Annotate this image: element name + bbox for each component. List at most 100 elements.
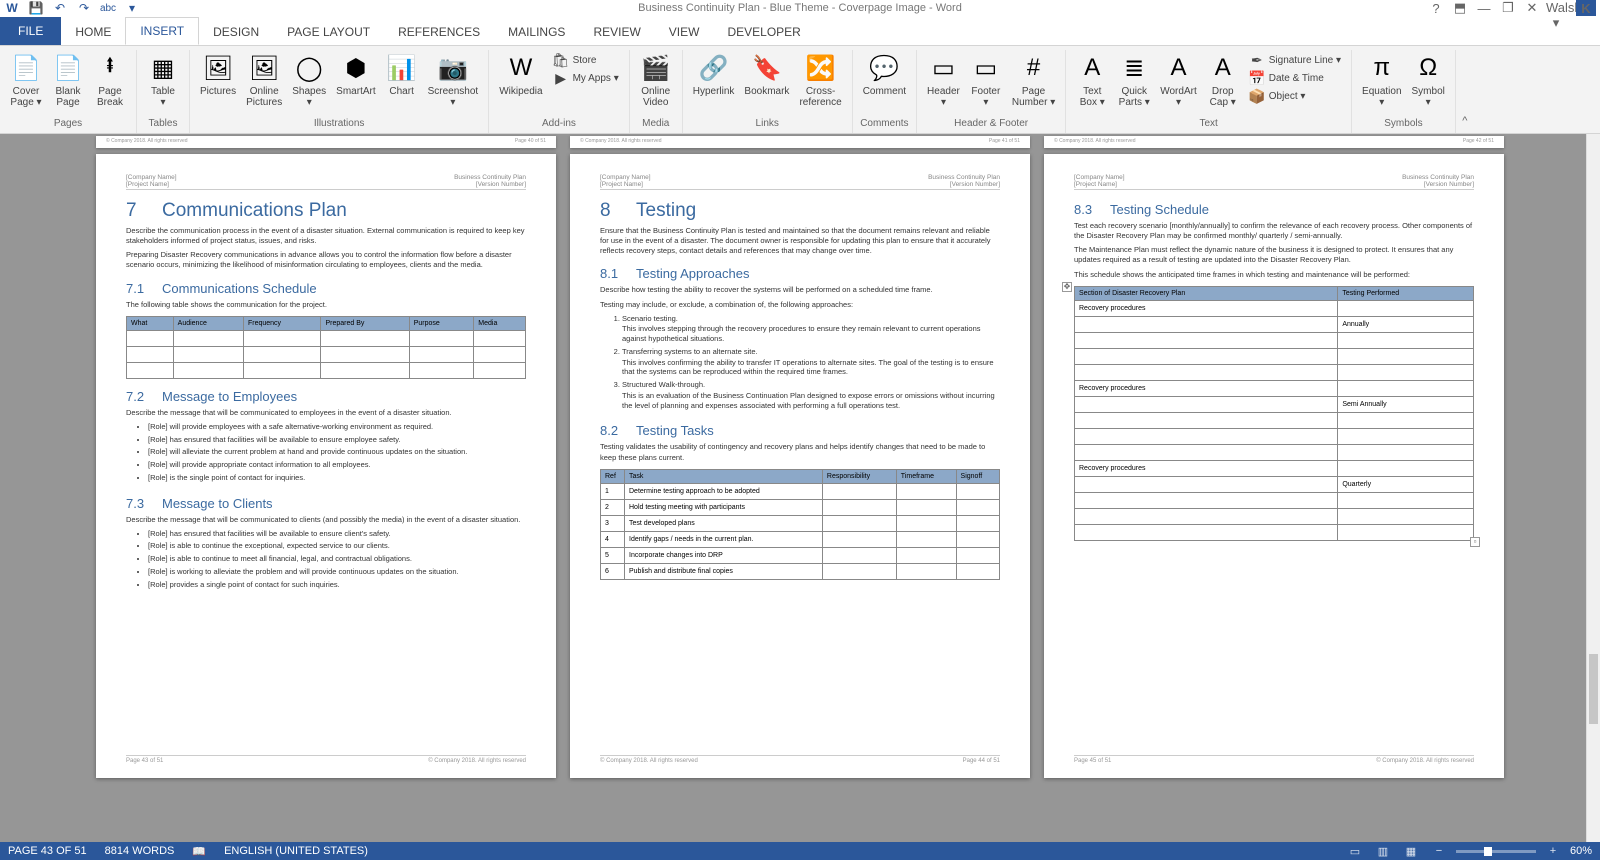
- ribbon-button[interactable]: ⭻PageBreak: [90, 50, 130, 110]
- ribbon-button[interactable]: ≣QuickParts ▾: [1114, 50, 1154, 110]
- tab-file[interactable]: FILE: [0, 17, 61, 45]
- table-move-handle[interactable]: ✥: [1062, 282, 1072, 292]
- qat-more-icon[interactable]: ▾: [124, 0, 140, 16]
- ribbon-button[interactable]: 📄CoverPage ▾: [6, 50, 46, 110]
- table-row[interactable]: [1075, 332, 1474, 348]
- table-row[interactable]: [1075, 348, 1474, 364]
- ribbon-display-icon[interactable]: ⬒: [1450, 0, 1470, 16]
- zoom-out-icon[interactable]: −: [1428, 845, 1450, 857]
- tab-design[interactable]: DESIGN: [199, 19, 273, 45]
- tab-insert[interactable]: INSERT: [125, 17, 199, 45]
- ribbon-button[interactable]: 📅Date & Time: [1249, 70, 1341, 86]
- ribbon-button[interactable]: 🛍Store: [553, 52, 619, 68]
- save-icon[interactable]: 💾: [28, 0, 44, 16]
- maximize-icon[interactable]: ❐: [1498, 0, 1518, 16]
- ribbon-button[interactable]: 📄BlankPage: [48, 50, 88, 110]
- tab-mailings[interactable]: MAILINGS: [494, 19, 579, 45]
- close-icon[interactable]: ✕: [1522, 0, 1542, 16]
- web-layout-icon[interactable]: ▦: [1400, 845, 1422, 858]
- table-row[interactable]: Quarterly: [1075, 476, 1474, 492]
- ribbon-button[interactable]: 📷Screenshot▾: [424, 50, 483, 110]
- user-badge[interactable]: K: [1576, 0, 1596, 16]
- page-43[interactable]: [Company Name][Project Name] Business Co…: [96, 154, 556, 778]
- ribbon-group-links: 🔗Hyperlink🔖Bookmark🔀Cross-referenceLinks: [683, 50, 853, 133]
- proofing-icon[interactable]: 📖: [192, 845, 206, 858]
- table-row[interactable]: [1075, 428, 1474, 444]
- ribbon-button[interactable]: πEquation▾: [1358, 50, 1405, 110]
- ribbon-button[interactable]: ADropCap ▾: [1203, 50, 1243, 110]
- table-row[interactable]: [1075, 508, 1474, 524]
- table-row[interactable]: 3Test developed plans: [601, 515, 1000, 531]
- table-resize-handle[interactable]: ▫: [1470, 537, 1480, 547]
- communications-table[interactable]: WhatAudienceFrequencyPrepared ByPurposeM…: [126, 316, 526, 379]
- table-row[interactable]: [1075, 492, 1474, 508]
- help-icon[interactable]: ?: [1426, 1, 1446, 16]
- ribbon-button[interactable]: 🔖Bookmark: [740, 50, 793, 99]
- ribbon-button[interactable]: ▭Header▾: [923, 50, 964, 110]
- table-row[interactable]: 6Publish and distribute final copies: [601, 563, 1000, 579]
- table-row[interactable]: [127, 346, 526, 362]
- vertical-scrollbar[interactable]: [1586, 134, 1600, 842]
- heading-8: 8Testing: [600, 200, 1000, 222]
- ribbon-button[interactable]: 🖼Pictures: [196, 50, 240, 99]
- user-name[interactable]: Ivan Walsh ▾: [1546, 0, 1566, 31]
- table-row[interactable]: 5Incorporate changes into DRP: [601, 547, 1000, 563]
- ribbon-button[interactable]: ATextBox ▾: [1072, 50, 1112, 110]
- print-layout-icon[interactable]: ▥: [1372, 845, 1394, 858]
- zoom-level[interactable]: 60%: [1570, 845, 1592, 857]
- scrollbar-thumb[interactable]: [1589, 654, 1598, 724]
- table-row[interactable]: Annually: [1075, 316, 1474, 332]
- page-indicator[interactable]: PAGE 43 OF 51: [8, 845, 87, 857]
- ribbon-button[interactable]: #PageNumber ▾: [1008, 50, 1059, 110]
- ribbon-button[interactable]: ▦Table▾: [143, 50, 183, 110]
- ribbon-button[interactable]: 📊Chart: [382, 50, 422, 99]
- zoom-in-icon[interactable]: +: [1542, 845, 1564, 857]
- table-row[interactable]: [1075, 444, 1474, 460]
- ribbon-button[interactable]: 🔗Hyperlink: [689, 50, 739, 99]
- ribbon-button[interactable]: WWikipedia: [495, 50, 546, 99]
- read-mode-icon[interactable]: ▭: [1344, 845, 1366, 858]
- testing-tasks-table[interactable]: RefTaskResponsibilityTimeframeSignoff1De…: [600, 469, 1000, 580]
- table-row[interactable]: Recovery procedures: [1075, 380, 1474, 396]
- page-45[interactable]: [Company Name][Project Name] Business Co…: [1044, 154, 1504, 778]
- table-row[interactable]: Semi Annually: [1075, 396, 1474, 412]
- table-row[interactable]: [1075, 412, 1474, 428]
- spellcheck-icon[interactable]: abc: [100, 0, 116, 16]
- ribbon-button[interactable]: ⬢SmartArt: [332, 50, 379, 99]
- ribbon-button[interactable]: ▭Footer▾: [966, 50, 1006, 110]
- ribbon-button[interactable]: 🖼OnlinePictures: [242, 50, 286, 110]
- tab-references[interactable]: REFERENCES: [384, 19, 494, 45]
- ribbon-button[interactable]: ▶My Apps ▾: [553, 70, 619, 86]
- table-row[interactable]: [1075, 364, 1474, 380]
- ribbon-button[interactable]: 💬Comment: [859, 50, 910, 99]
- undo-icon[interactable]: ↶: [52, 0, 68, 16]
- ribbon-button[interactable]: ◯Shapes▾: [288, 50, 330, 110]
- ribbon-button[interactable]: AWordArt▾: [1156, 50, 1201, 110]
- tab-page-layout[interactable]: PAGE LAYOUT: [273, 19, 384, 45]
- table-row[interactable]: 1Determine testing approach to be adopte…: [601, 483, 1000, 499]
- ribbon-button[interactable]: 🔀Cross-reference: [795, 50, 845, 110]
- word-count[interactable]: 8814 WORDS: [105, 845, 175, 857]
- ribbon-button[interactable]: ✒Signature Line ▾: [1249, 52, 1341, 68]
- tab-review[interactable]: REVIEW: [579, 19, 654, 45]
- table-row[interactable]: [127, 362, 526, 378]
- zoom-slider[interactable]: [1456, 850, 1536, 853]
- table-row[interactable]: Recovery procedures: [1075, 300, 1474, 316]
- page-44[interactable]: [Company Name][Project Name] Business Co…: [570, 154, 1030, 778]
- table-row[interactable]: Recovery procedures: [1075, 460, 1474, 476]
- table-row[interactable]: [127, 330, 526, 346]
- table-row[interactable]: 2Hold testing meeting with participants: [601, 499, 1000, 515]
- minimize-icon[interactable]: —: [1474, 1, 1494, 16]
- language-indicator[interactable]: ENGLISH (UNITED STATES): [224, 845, 368, 857]
- schedule-table[interactable]: Section of Disaster Recovery PlanTesting…: [1074, 286, 1474, 541]
- redo-icon[interactable]: ↷: [76, 0, 92, 16]
- tab-home[interactable]: HOME: [61, 19, 125, 45]
- tab-view[interactable]: VIEW: [655, 19, 714, 45]
- table-row[interactable]: 4Identify gaps / needs in the current pl…: [601, 531, 1000, 547]
- tab-developer[interactable]: DEVELOPER: [713, 19, 814, 45]
- ribbon-button[interactable]: 📦Object ▾: [1249, 88, 1341, 104]
- collapse-ribbon-icon[interactable]: ^: [1456, 50, 1474, 133]
- ribbon-button[interactable]: 🎬OnlineVideo: [636, 50, 676, 110]
- table-row[interactable]: [1075, 524, 1474, 540]
- ribbon-button[interactable]: ΩSymbol▾: [1408, 50, 1449, 110]
